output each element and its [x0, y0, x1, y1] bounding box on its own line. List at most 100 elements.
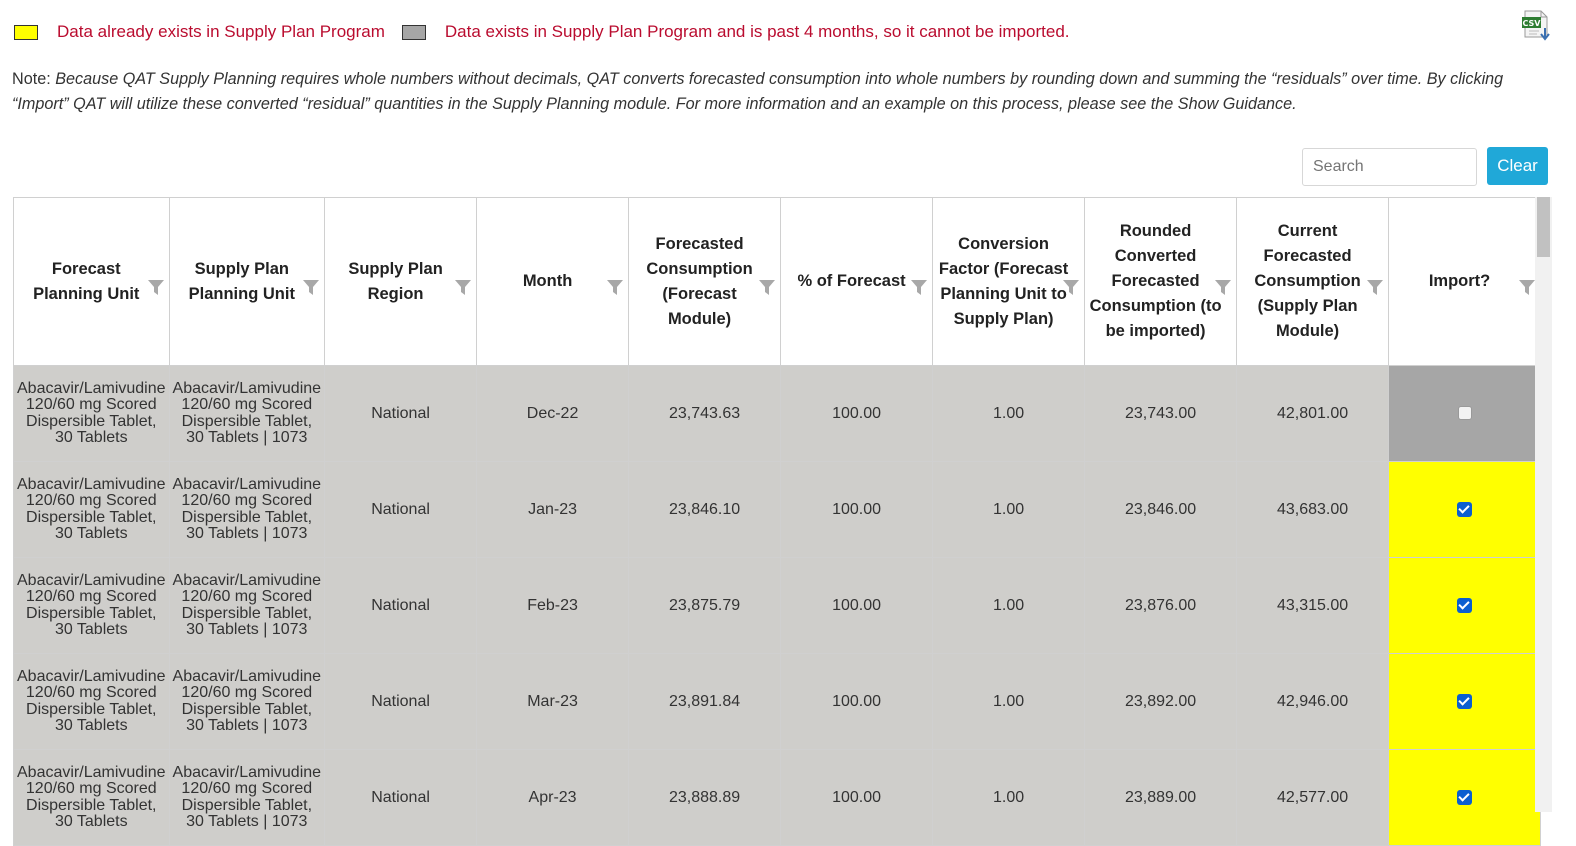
header-forecast-planning-unit[interactable]: Forecast Planning Unit [13, 197, 170, 366]
cell-percent-of-forecast: 100.00 [780, 365, 934, 462]
cell-forecasted-consumption: 23,846.10 [628, 461, 782, 558]
filter-icon[interactable] [606, 278, 624, 296]
cell-month: Apr-23 [476, 749, 630, 846]
import-checkbox[interactable] [1457, 789, 1473, 805]
cell-forecast-planning-unit: Abacavir/Lamivudine 120/60 mg Scored Dis… [13, 365, 170, 462]
filter-icon[interactable] [1214, 278, 1232, 296]
header-label: Supply Plan Region [348, 259, 443, 303]
cell-supply-plan-planning-unit: Abacavir/Lamivudine 120/60 mg Scored Dis… [168, 365, 326, 462]
legend-label-exists: Data already exists in Supply Plan Progr… [57, 22, 385, 41]
cell-current-consumption: 43,683.00 [1236, 461, 1390, 558]
header-label: Conversion Factor (Forecast Planning Uni… [938, 234, 1069, 328]
cell-conversion-factor: 1.00 [932, 653, 1086, 750]
legend-swatch-past [401, 24, 426, 40]
import-checkbox[interactable] [1457, 693, 1473, 709]
table-row: Abacavir/Lamivudine 120/60 mg Scored Dis… [13, 365, 1542, 462]
filter-icon[interactable] [454, 278, 472, 296]
cell-forecasted-consumption: 23,743.63 [628, 365, 782, 462]
header-month[interactable]: Month [476, 197, 630, 366]
cell-conversion-factor: 1.00 [932, 557, 1086, 654]
cell-rounded-consumption: 23,892.00 [1084, 653, 1238, 750]
legend: Data already exists in Supply Plan Progr… [14, 18, 1087, 46]
cell-current-consumption: 43,315.00 [1236, 557, 1390, 654]
header-label: Rounded Converted Forecasted Consumption… [1089, 222, 1222, 340]
cell-import [1388, 461, 1542, 558]
cell-conversion-factor: 1.00 [932, 749, 1086, 846]
header-label: Supply Plan Planning Unit [188, 259, 295, 303]
import-table: Forecast Planning Unit Supply Plan Planni… [13, 197, 1542, 846]
legend-label-past: Data exists in Supply Plan Program and i… [444, 22, 1070, 41]
cell-month: Feb-23 [476, 557, 630, 654]
header-label: Forecasted Consumption (Forecast Module) [646, 234, 753, 328]
cell-region: National [324, 461, 478, 558]
cell-forecasted-consumption: 23,888.89 [628, 749, 782, 846]
cell-forecast-planning-unit: Abacavir/Lamivudine 120/60 mg Scored Dis… [13, 653, 170, 750]
csv-icon-label: CSV [1523, 19, 1542, 28]
cell-month: Jan-23 [476, 461, 630, 558]
cell-forecasted-consumption: 23,875.79 [628, 557, 782, 654]
import-checkbox [1457, 406, 1472, 421]
table-row: Abacavir/Lamivudine 120/60 mg Scored Dis… [13, 749, 1542, 846]
cell-import [1388, 365, 1542, 462]
cell-current-consumption: 42,577.00 [1236, 749, 1390, 846]
header-forecasted-consumption[interactable]: Forecasted Consumption (Forecast Module) [628, 197, 782, 366]
cell-rounded-consumption: 23,876.00 [1084, 557, 1238, 654]
cell-region: National [324, 749, 478, 846]
header-label: Forecast Planning Unit [33, 259, 140, 303]
legend-swatch-exists [14, 24, 38, 40]
cell-rounded-consumption: 23,846.00 [1084, 461, 1238, 558]
cell-supply-plan-planning-unit: Abacavir/Lamivudine 120/60 mg Scored Dis… [168, 461, 326, 558]
cell-region: National [324, 365, 478, 462]
header-current-forecasted-consumption[interactable]: Current Forecasted Consumption (Supply P… [1236, 197, 1390, 366]
table-scrollbar[interactable] [1535, 197, 1552, 812]
clear-button[interactable]: Clear [1487, 147, 1548, 185]
filter-icon[interactable] [147, 278, 165, 296]
cell-forecast-planning-unit: Abacavir/Lamivudine 120/60 mg Scored Dis… [13, 557, 170, 654]
filter-icon[interactable] [1518, 278, 1536, 296]
cell-conversion-factor: 1.00 [932, 461, 1086, 558]
cell-import [1388, 653, 1542, 750]
cell-conversion-factor: 1.00 [932, 365, 1086, 462]
import-checkbox[interactable] [1457, 501, 1473, 517]
filter-icon[interactable] [302, 278, 320, 296]
header-percent-of-forecast[interactable]: % of Forecast [780, 197, 934, 366]
import-note: Note: Because QAT Supply Planning requir… [12, 67, 1532, 116]
header-label: Current Forecasted Consumption (Supply P… [1254, 222, 1361, 340]
table-row: Abacavir/Lamivudine 120/60 mg Scored Dis… [13, 557, 1542, 654]
cell-region: National [324, 653, 478, 750]
cell-region: National [324, 557, 478, 654]
table-row: Abacavir/Lamivudine 120/60 mg Scored Dis… [13, 461, 1542, 558]
search-input[interactable] [1302, 148, 1477, 186]
filter-icon[interactable] [910, 278, 928, 296]
filter-icon[interactable] [758, 278, 776, 296]
cell-percent-of-forecast: 100.00 [780, 749, 934, 846]
header-supply-plan-region[interactable]: Supply Plan Region [324, 197, 478, 366]
filter-icon[interactable] [1366, 278, 1384, 296]
cell-rounded-consumption: 23,743.00 [1084, 365, 1238, 462]
cell-rounded-consumption: 23,889.00 [1084, 749, 1238, 846]
header-row: Forecast Planning Unit Supply Plan Planni… [13, 197, 1542, 366]
filter-icon[interactable] [1062, 278, 1080, 296]
cell-month: Dec-22 [476, 365, 630, 462]
header-supply-plan-planning-unit[interactable]: Supply Plan Planning Unit [168, 197, 326, 366]
cell-current-consumption: 42,946.00 [1236, 653, 1390, 750]
table-row: Abacavir/Lamivudine 120/60 mg Scored Dis… [13, 653, 1542, 750]
cell-supply-plan-planning-unit: Abacavir/Lamivudine 120/60 mg Scored Dis… [168, 653, 326, 750]
csv-download-icon[interactable]: CSV [1519, 10, 1553, 42]
cell-forecast-planning-unit: Abacavir/Lamivudine 120/60 mg Scored Dis… [13, 461, 170, 558]
cell-supply-plan-planning-unit: Abacavir/Lamivudine 120/60 mg Scored Dis… [168, 749, 326, 846]
scrollbar-thumb[interactable] [1537, 197, 1550, 257]
cell-import [1388, 557, 1542, 654]
header-conversion-factor[interactable]: Conversion Factor (Forecast Planning Uni… [932, 197, 1086, 366]
cell-forecast-planning-unit: Abacavir/Lamivudine 120/60 mg Scored Dis… [13, 749, 170, 846]
cell-percent-of-forecast: 100.00 [780, 653, 934, 750]
cell-supply-plan-planning-unit: Abacavir/Lamivudine 120/60 mg Scored Dis… [168, 557, 326, 654]
header-label: Import? [1428, 272, 1491, 290]
header-import[interactable]: Import? [1388, 197, 1542, 366]
header-rounded-converted-consumption[interactable]: Rounded Converted Forecasted Consumption… [1084, 197, 1238, 366]
cell-current-consumption: 42,801.00 [1236, 365, 1390, 462]
cell-month: Mar-23 [476, 653, 630, 750]
table-body: Abacavir/Lamivudine 120/60 mg Scored Dis… [13, 365, 1542, 846]
import-checkbox[interactable] [1457, 597, 1473, 613]
note-prefix: Note: [12, 70, 51, 88]
